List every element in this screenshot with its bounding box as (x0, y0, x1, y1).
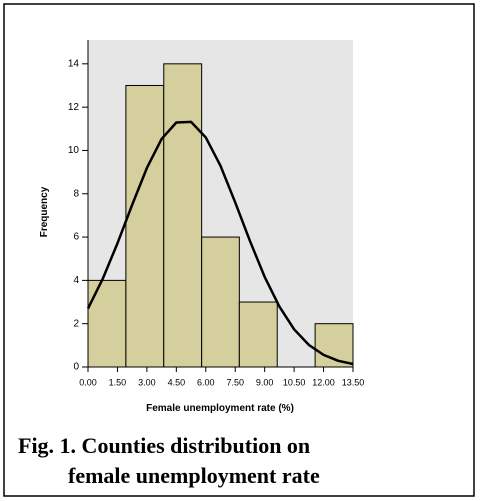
caption-line: female unemployment rate (68, 463, 320, 488)
y-axis-label: Frequency (39, 186, 50, 237)
bar (125, 84, 165, 368)
x-tick-label: 6.00 (197, 377, 215, 387)
x-tick-label: 1.50 (109, 377, 127, 387)
y-tick-label: 12 (68, 102, 80, 113)
x-tick-label: 13.50 (342, 377, 365, 387)
y-tick-label: 14 (68, 58, 80, 69)
normal-curve (86, 120, 354, 366)
y-tick-label: 4 (73, 275, 79, 286)
y-tick-label: 0 (73, 362, 79, 373)
bar (314, 323, 354, 368)
bar (163, 63, 203, 368)
bar (238, 301, 278, 368)
y-tick-label: 8 (73, 188, 79, 199)
bar (87, 279, 127, 368)
caption-line: Fig. 1. Counties distribution on (18, 433, 310, 458)
x-axis-label: Female unemployment rate (%) (146, 403, 294, 414)
x-tick-label: 3.00 (138, 377, 156, 387)
x-tick-label: 12.00 (312, 377, 335, 387)
y-tick-label: 10 (68, 145, 80, 156)
x-tick-label: 9.00 (256, 377, 274, 387)
x-tick-label: 0.00 (79, 377, 97, 387)
frame (3, 3, 475, 497)
bar (201, 236, 240, 368)
y-tick-label: 6 (73, 232, 79, 243)
x-tick-label: 7.50 (226, 377, 244, 387)
x-tick-label: 10.50 (283, 377, 306, 387)
y-tick-label: 2 (73, 318, 79, 329)
x-tick-label: 4.50 (168, 377, 186, 387)
